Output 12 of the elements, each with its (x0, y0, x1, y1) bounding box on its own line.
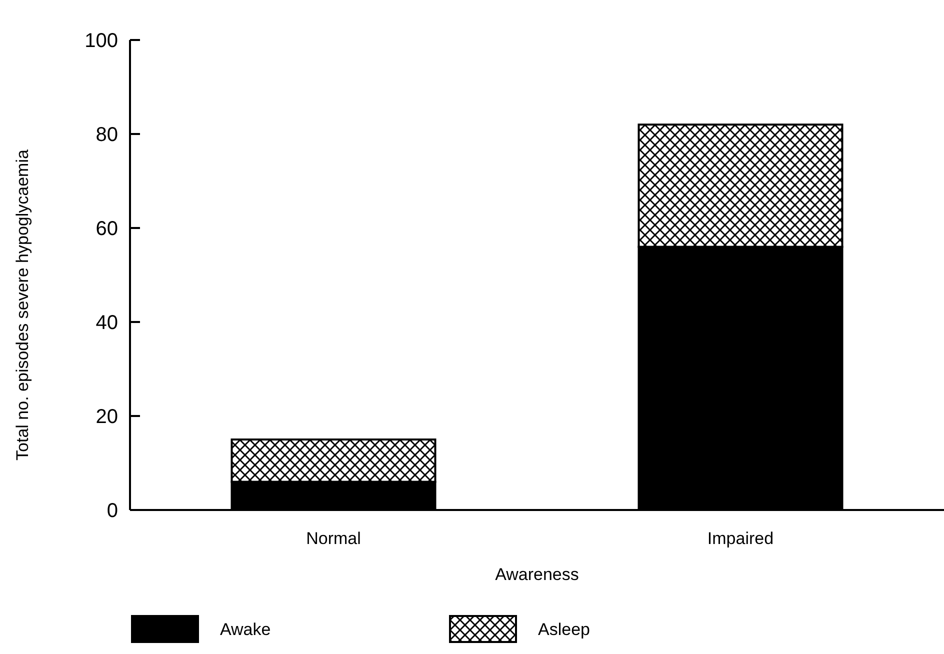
y-axis-title: Total no. episodes severe hypoglycaemia (13, 149, 32, 460)
legend-label: Awake (220, 620, 271, 639)
y-tick-label: 60 (96, 218, 118, 240)
x-axis-title: Awareness (495, 565, 579, 584)
legend-label: Asleep (538, 620, 590, 639)
x-tick-label: Impaired (707, 529, 774, 548)
y-tick-label: 100 (84, 30, 118, 52)
y-tick-label: 40 (96, 312, 118, 334)
y-tick-label: 20 (96, 406, 118, 428)
y-tick-label: 80 (96, 124, 118, 146)
x-tick-label: Normal (306, 529, 361, 548)
y-tick-label: 0 (106, 500, 118, 522)
